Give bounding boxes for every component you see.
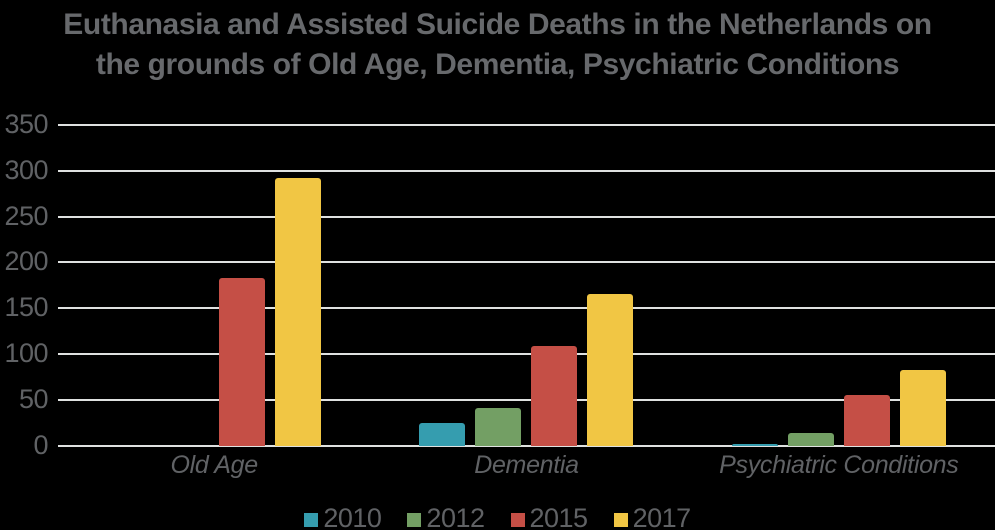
chart-title: Euthanasia and Assisted Suicide Deaths i… (0, 5, 995, 85)
bar-2015 (843, 394, 890, 446)
chart-title-line-2: the grounds of Old Age, Dementia, Psychi… (95, 48, 900, 81)
category-label: Old Age (170, 451, 259, 479)
legend-label: 2015 (529, 503, 589, 530)
legend-item-2015: 2015 (510, 503, 589, 530)
legend-item-2012: 2012 (407, 503, 485, 530)
gridline (58, 124, 995, 126)
bar-2017 (899, 370, 946, 446)
category-label: Dementia (474, 451, 579, 479)
x-axis: Old Age Dementia Psychiatric Conditions (58, 451, 995, 480)
legend-swatch-icon (613, 513, 628, 527)
gridline (58, 398, 995, 401)
legend-swatch-icon (407, 513, 422, 527)
legend: 2010 2012 2015 2017 (0, 503, 995, 530)
bar-2017 (587, 294, 634, 446)
gridline (58, 307, 995, 310)
legend-item-2017: 2017 (613, 503, 692, 530)
bar-2012 (475, 407, 522, 446)
y-tick-label: 100 (4, 337, 48, 368)
legend-label: 2017 (632, 503, 692, 530)
bar-2015 (219, 278, 266, 446)
bar-group (58, 125, 370, 446)
bar-2012 (787, 433, 834, 446)
y-tick-label: 50 (18, 383, 49, 414)
y-tick-label: 250 (4, 200, 48, 231)
bar-2010 (419, 423, 466, 446)
legend-swatch-icon (304, 513, 319, 527)
y-tick-label: 150 (4, 292, 48, 323)
bar-group (370, 125, 682, 446)
bar-2010 (731, 444, 778, 446)
legend-label: 2010 (323, 503, 382, 530)
plot-area (58, 125, 995, 446)
legend-item-2010: 2010 (304, 503, 382, 530)
legend-swatch-icon (510, 513, 525, 527)
y-tick-label: 200 (4, 246, 48, 277)
gridline (58, 169, 995, 172)
gridline (58, 444, 995, 447)
legend-label: 2012 (426, 503, 485, 530)
bar-group (683, 125, 995, 446)
bar-2017 (275, 177, 322, 446)
y-tick-label: 0 (33, 429, 48, 460)
chart-title-line-1: Euthanasia and Assisted Suicide Deaths i… (63, 8, 932, 41)
y-tick-label: 300 (4, 154, 48, 185)
gridline (58, 261, 995, 264)
bar-2015 (531, 346, 578, 446)
category-label: Psychiatric Conditions (719, 451, 959, 479)
gridline (58, 215, 995, 218)
gridline (58, 352, 995, 355)
y-tick-label: 350 (4, 108, 48, 139)
